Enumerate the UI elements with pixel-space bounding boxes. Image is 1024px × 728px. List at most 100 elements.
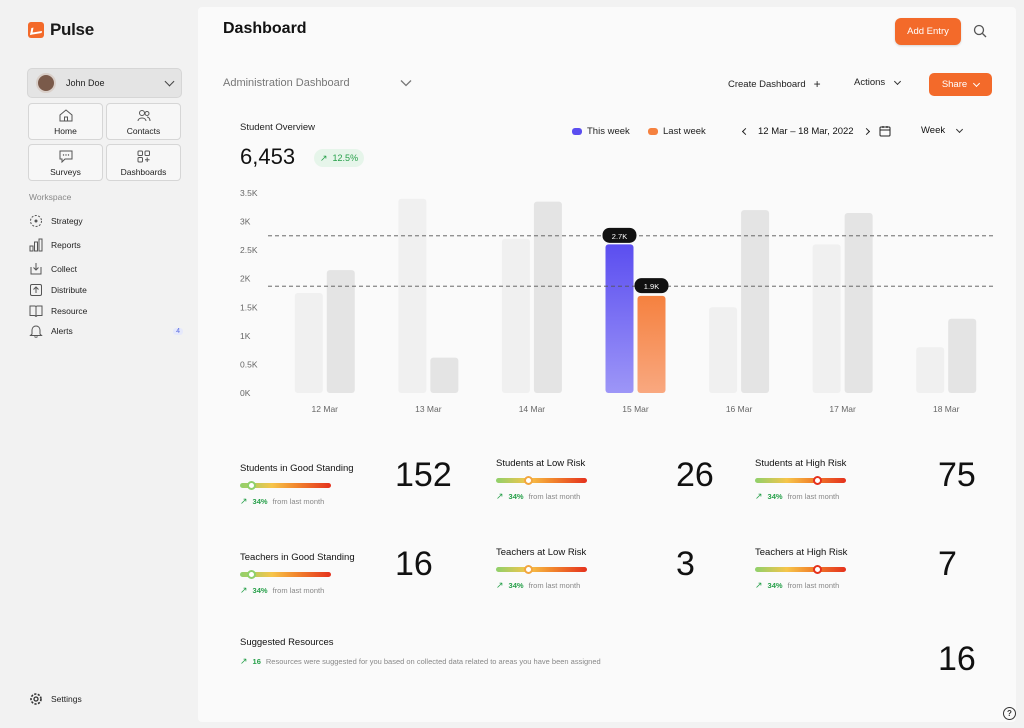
nav-label: Resource: [51, 306, 88, 316]
add-entry-button[interactable]: Add Entry: [895, 18, 961, 45]
bar: [326, 270, 355, 393]
y-tick-label: 3K: [240, 217, 251, 227]
bar: [916, 347, 945, 393]
chevron-down-icon: [164, 76, 175, 86]
legend-last-week: Last week: [648, 126, 706, 137]
data-label-pill: [634, 278, 669, 294]
tile-surveys[interactable]: Surveys: [28, 144, 103, 181]
nav-label: Strategy: [51, 216, 83, 226]
nav-item-resource[interactable]: Resource: [29, 304, 185, 318]
nav-item-collect[interactable]: Collect: [29, 262, 185, 276]
main-panel: Dashboard Add Entry Administration Dashb…: [198, 7, 1016, 722]
bar: [533, 201, 562, 393]
overview-delta: 12.5%: [332, 153, 359, 163]
bar-last-week: [637, 295, 666, 393]
dashboards-icon: [137, 150, 150, 163]
help-icon[interactable]: ?: [1003, 707, 1016, 720]
x-tick-label: 18 Mar: [933, 404, 960, 414]
overview-label: Student Overview: [240, 122, 315, 133]
stat-pct: 34%: [767, 492, 783, 501]
user-menu[interactable]: John Doe: [27, 68, 182, 98]
stat-foot: ↗ 34% from last month: [496, 491, 580, 502]
risk-level-marker: [523, 565, 533, 574]
legend-swatch: [648, 128, 658, 135]
stat-title: Teachers at Low Risk: [496, 547, 587, 558]
stat-note: from last month: [787, 492, 840, 501]
settings-link[interactable]: Settings: [29, 692, 82, 706]
risk-level-bar: [240, 481, 331, 490]
legend-this-week: This week: [572, 126, 630, 137]
y-tick-label: 1K: [240, 331, 251, 341]
suggested-count: 16: [252, 657, 261, 666]
nav-label: Reports: [51, 240, 81, 250]
bar-chart-icon: [29, 238, 43, 252]
create-dashboard-button[interactable]: Create Dashboard +: [728, 77, 821, 91]
collect-icon: [30, 263, 42, 275]
alerts-badge: 4: [173, 327, 183, 335]
app-logo[interactable]: Pulse: [28, 20, 94, 40]
tile-dashboards[interactable]: Dashboards: [106, 144, 181, 181]
stat-note: from last month: [528, 581, 581, 590]
stat-title: Teachers at High Risk: [755, 547, 848, 558]
y-tick-label: 0K: [240, 388, 251, 398]
chevron-down-icon: [894, 77, 902, 85]
data-label: 2.7K: [612, 232, 627, 241]
pulse-logo-icon: [28, 22, 44, 38]
tile-home[interactable]: Home: [28, 103, 103, 140]
chevron-down-icon[interactable]: [400, 77, 412, 89]
arrow-up-right-icon: ↗: [496, 580, 504, 590]
risk-level-bar: [240, 570, 331, 579]
risk-level-marker: [246, 570, 256, 579]
calendar-icon[interactable]: [879, 125, 891, 137]
search-icon[interactable]: [973, 24, 987, 38]
stat-note: from last month: [272, 497, 325, 506]
y-tick-label: 1.5K: [240, 302, 258, 312]
workspace-label: Workspace: [29, 192, 72, 202]
risk-level-bar: [496, 476, 587, 485]
dashboard-selector[interactable]: Administration Dashboard: [223, 77, 350, 89]
arrow-up-right-icon: ↗: [496, 491, 504, 501]
period-label: Week: [921, 125, 946, 136]
bar: [398, 198, 427, 393]
book-icon: [29, 305, 43, 318]
bar: [812, 244, 841, 393]
stat-pct: 34%: [252, 497, 268, 506]
nav-item-strategy[interactable]: Strategy: [29, 214, 185, 228]
risk-level-bar: [755, 476, 846, 485]
x-tick-label: 16 Mar: [726, 404, 753, 414]
chevron-right-icon[interactable]: [862, 127, 870, 135]
chevron-left-icon[interactable]: [741, 127, 750, 135]
period-selector[interactable]: Week: [921, 125, 964, 136]
bar: [948, 318, 977, 393]
stat-foot: ↗ 34% from last month: [496, 580, 580, 591]
share-button[interactable]: Share: [929, 73, 992, 96]
nav-label: Alerts: [51, 326, 73, 336]
y-tick-label: 2.5K: [240, 245, 258, 255]
nav-item-alerts[interactable]: Alerts 4: [29, 324, 185, 338]
bar: [501, 238, 530, 393]
arrow-up-right-icon: ↗: [755, 491, 763, 501]
stat-note: from last month: [272, 586, 325, 595]
stat-foot: ↗ 34% from last month: [240, 496, 324, 507]
actions-dropdown[interactable]: Actions: [854, 77, 902, 88]
page-title: Dashboard: [223, 20, 307, 37]
nav-item-distribute[interactable]: Distribute: [29, 283, 185, 297]
data-label: 1.9K: [644, 282, 659, 291]
tile-surveys-label: Surveys: [50, 167, 81, 177]
bar: [709, 307, 738, 393]
tile-contacts[interactable]: Contacts: [106, 103, 181, 140]
stat-value: 152: [395, 456, 452, 494]
stat-foot: ↗ 34% from last month: [240, 585, 324, 596]
stat-value: 26: [676, 456, 714, 494]
y-tick-label: 2K: [240, 274, 251, 284]
distribute-icon: [30, 284, 42, 296]
bar: [741, 210, 770, 393]
stat-foot: ↗ 34% from last month: [755, 491, 839, 502]
sidebar: Pulse John Doe Home Contacts Surveys Das…: [0, 0, 190, 728]
x-tick-label: 15 Mar: [622, 404, 649, 414]
nav-item-reports[interactable]: Reports: [29, 238, 185, 252]
stat-pct: 34%: [508, 492, 524, 501]
stat-value: 7: [938, 545, 957, 583]
data-label-pill: [602, 227, 637, 243]
risk-level-marker: [523, 476, 533, 485]
